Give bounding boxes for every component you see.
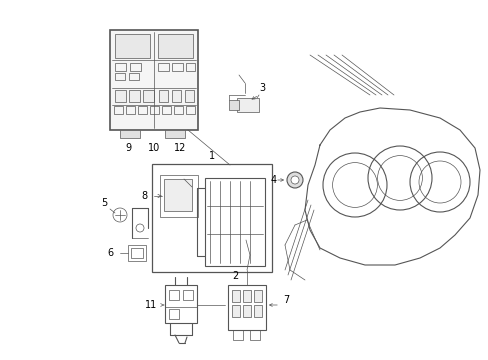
Text: 2: 2 bbox=[231, 271, 238, 281]
Bar bbox=[115, 73, 125, 80]
Circle shape bbox=[286, 172, 303, 188]
Text: 1: 1 bbox=[208, 151, 215, 161]
Bar bbox=[204, 178, 264, 266]
Bar bbox=[152, 164, 271, 272]
Text: 5: 5 bbox=[101, 198, 107, 208]
Bar bbox=[142, 90, 154, 102]
Bar bbox=[164, 285, 197, 323]
Bar bbox=[243, 290, 250, 302]
Bar bbox=[130, 63, 141, 71]
Bar bbox=[163, 179, 192, 211]
Text: 12: 12 bbox=[173, 143, 186, 153]
Bar bbox=[115, 63, 126, 71]
Bar bbox=[174, 106, 183, 114]
Bar bbox=[231, 290, 240, 302]
Bar bbox=[126, 106, 135, 114]
Bar bbox=[138, 106, 147, 114]
Text: 4: 4 bbox=[270, 175, 276, 185]
Bar bbox=[162, 106, 171, 114]
Bar bbox=[114, 106, 123, 114]
Text: 9: 9 bbox=[124, 143, 131, 153]
Bar bbox=[185, 106, 195, 114]
Text: 10: 10 bbox=[147, 143, 160, 153]
Bar bbox=[159, 90, 168, 102]
Bar bbox=[164, 130, 184, 138]
Bar bbox=[231, 305, 240, 317]
Bar bbox=[249, 330, 260, 340]
Bar bbox=[243, 305, 250, 317]
Text: 8: 8 bbox=[142, 191, 148, 201]
Bar bbox=[160, 175, 198, 217]
Text: 7: 7 bbox=[283, 295, 289, 305]
Bar bbox=[237, 98, 259, 112]
Text: 6: 6 bbox=[108, 248, 114, 258]
Bar bbox=[115, 34, 150, 58]
Bar bbox=[158, 63, 169, 71]
Bar bbox=[131, 248, 142, 258]
Bar bbox=[150, 106, 159, 114]
Bar bbox=[183, 290, 193, 300]
Bar bbox=[253, 305, 262, 317]
Bar bbox=[120, 130, 140, 138]
Bar bbox=[158, 34, 193, 58]
Bar bbox=[232, 330, 243, 340]
Bar bbox=[169, 309, 179, 319]
Text: 11: 11 bbox=[144, 300, 157, 310]
Bar bbox=[228, 100, 239, 110]
Bar bbox=[253, 290, 262, 302]
Bar bbox=[128, 245, 146, 261]
Bar bbox=[185, 63, 195, 71]
Bar bbox=[129, 90, 140, 102]
Bar bbox=[172, 90, 181, 102]
Bar bbox=[129, 73, 139, 80]
Bar bbox=[184, 90, 194, 102]
Bar bbox=[115, 90, 126, 102]
Bar bbox=[227, 285, 265, 330]
Bar bbox=[110, 30, 198, 130]
Circle shape bbox=[290, 176, 298, 184]
Text: 3: 3 bbox=[259, 83, 264, 93]
Bar bbox=[169, 290, 179, 300]
Bar bbox=[172, 63, 183, 71]
